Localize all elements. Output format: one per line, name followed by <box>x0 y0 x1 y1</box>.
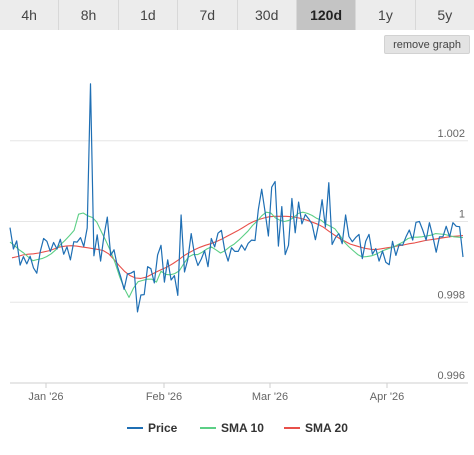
y-tick-label: 1 <box>459 209 465 221</box>
x-tick-label: Mar '26 <box>252 391 288 403</box>
series-line-sma10 <box>9 211 464 298</box>
legend-item-label[interactable]: SMA 20 <box>305 421 348 435</box>
x-axis: Jan '26 Feb '26 Mar '26 Apr '26 <box>28 383 404 403</box>
tab-4h[interactable]: 4h <box>0 0 60 30</box>
y-tick-label: 1.002 <box>437 128 465 140</box>
series-lines <box>9 83 464 313</box>
remove-graph-button[interactable]: remove graph <box>384 35 470 54</box>
tab-7d[interactable]: 7d <box>178 0 238 30</box>
y-tick-label: 0.996 <box>437 370 465 382</box>
legend-item-label[interactable]: SMA 10 <box>221 421 264 435</box>
x-tick-label: Apr '26 <box>370 391 405 403</box>
series-line-price <box>9 83 464 313</box>
series-line-sma20 <box>11 215 464 279</box>
timeframe-tabs: 4h 8h 1d 7d 30d 120d 1y 5y <box>0 0 474 30</box>
tab-1y[interactable]: 1y <box>356 0 416 30</box>
legend-item-label[interactable]: Price <box>148 421 178 435</box>
y-tick-label: 0.998 <box>437 289 465 301</box>
tab-120d[interactable]: 120d <box>296 0 357 30</box>
tab-1d[interactable]: 1d <box>118 0 179 30</box>
x-tick-label: Jan '26 <box>28 391 63 403</box>
tab-8h[interactable]: 8h <box>59 0 119 30</box>
legend: Price SMA 10 SMA 20 <box>127 421 348 435</box>
grid <box>10 140 468 384</box>
tab-30d[interactable]: 30d <box>237 0 297 30</box>
x-tick-label: Feb '26 <box>146 391 182 403</box>
y-axis: 0.996 0.998 1 1.002 <box>437 128 465 382</box>
tab-5y[interactable]: 5y <box>415 0 474 30</box>
